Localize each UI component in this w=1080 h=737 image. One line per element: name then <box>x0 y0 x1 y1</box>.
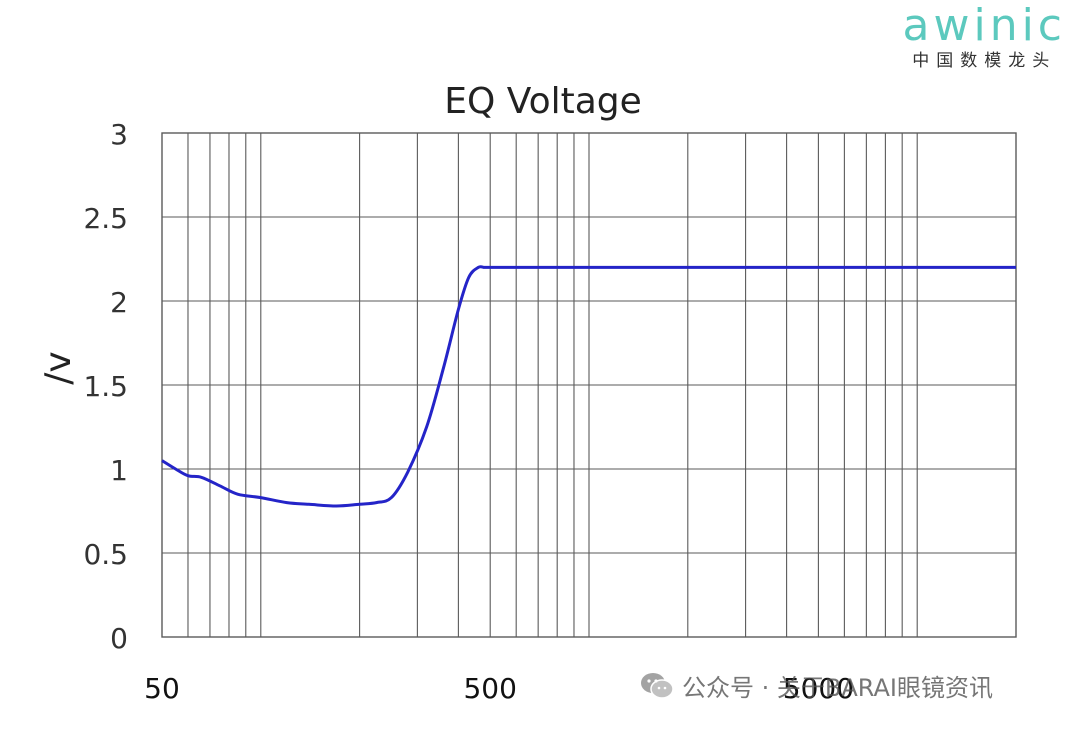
y-tick-label: 0.5 <box>83 538 128 571</box>
chart-title: EQ Voltage <box>444 81 642 122</box>
wechat-icon <box>641 672 674 699</box>
y-tick-label: 1 <box>110 454 128 487</box>
y-tick-label: 2 <box>110 286 128 319</box>
y-tick-labels: 0 0.5 1 1.5 2 2.5 3 <box>83 118 128 655</box>
brand-name: awinic <box>902 0 1066 51</box>
y-tick-label: 3 <box>110 118 128 151</box>
x-tick-labels: 50 500 5000 <box>144 672 854 705</box>
brand-tagline: 中国数模龙头 <box>912 51 1057 71</box>
x-tick-label: 50 <box>144 672 180 705</box>
plot-frame <box>161 132 1017 638</box>
series-layer <box>161 265 1016 508</box>
y-axis-label: /v <box>38 351 79 384</box>
x-tick-label: 500 <box>463 672 516 705</box>
watermark: 公众号 · 关于BARAI眼镜资讯 <box>640 668 993 703</box>
watermark-text: 公众号 · 关于BARAI眼镜资讯 <box>682 674 993 702</box>
y-tick-label: 0 <box>110 622 128 655</box>
brand-logo: awinic 中国数模龙头 <box>903 2 1066 72</box>
y-tick-label: 1.5 <box>83 370 128 403</box>
y-tick-label: 2.5 <box>83 202 128 235</box>
x-tick-label: 5000 <box>783 672 854 705</box>
eq-voltage-series-line <box>161 265 1016 508</box>
